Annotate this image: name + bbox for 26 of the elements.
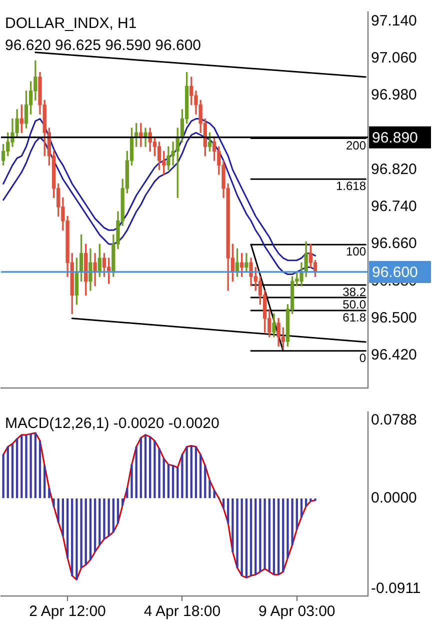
y-tick-label: 0.0000 (371, 489, 417, 506)
y-tick-label: 96.420 (371, 346, 417, 364)
chart-title: DOLLAR_INDX, H1 (5, 15, 137, 32)
chart-title: MACD(12,26,1) -0.0020 -0.0020 (5, 415, 220, 432)
series-label: 1.618 (336, 179, 366, 194)
series-label: 61.8 (342, 310, 366, 324)
series-label: 50.0 (342, 297, 366, 312)
y-tick-label: 96.820 (371, 160, 417, 178)
x-tick-label: 4 Apr 18:00 (144, 603, 221, 620)
series-label: 100 (346, 244, 366, 259)
y-tick-label: 97.140 (371, 12, 417, 30)
series-label: 200 (346, 138, 366, 152)
y-tick-label: 96.660 (371, 235, 417, 252)
ref-line-label: 96.600 (372, 264, 418, 282)
y-tick-label: 96.740 (371, 198, 417, 216)
y-tick-label: 97.060 (371, 50, 417, 67)
y-tick-label: -0.0911 (371, 580, 421, 597)
y-tick-label: 96.500 (371, 310, 417, 327)
series-label: 38.2 (342, 284, 366, 299)
ref-line-label: 96.890 (372, 129, 418, 146)
x-tick-label: 9 Apr 03:00 (258, 603, 336, 620)
x-tick-label: 2 Apr 12:00 (29, 603, 106, 620)
y-tick-label: 96.980 (371, 86, 417, 104)
series-label: 0 (359, 350, 366, 365)
y-tick-label: 0.0788 (371, 411, 417, 428)
text: 96.620 96.625 96.590 96.600 (5, 37, 202, 54)
